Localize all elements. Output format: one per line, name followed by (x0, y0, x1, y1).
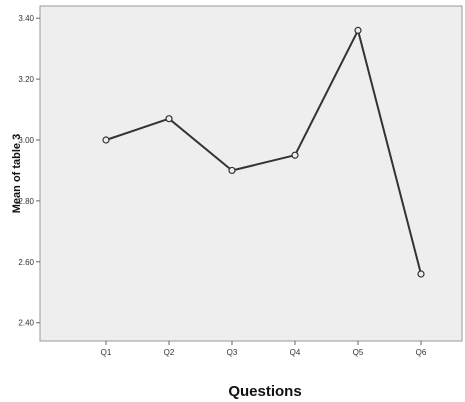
data-point (291, 151, 299, 159)
x-axis-title: Questions (228, 383, 301, 400)
y-tick-label: 2.60 (18, 258, 34, 267)
plot-area (39, 5, 463, 342)
data-point (102, 136, 110, 144)
x-tick-label: Q4 (290, 348, 301, 357)
y-axis-title: Mean of table 3 (11, 134, 23, 213)
data-point (165, 115, 173, 123)
data-point (228, 166, 236, 175)
x-tick-label: Q1 (101, 348, 112, 357)
y-axis-ticks: 2.40 2.60 2.80 3.00 3.20 3.40 (18, 14, 40, 328)
x-axis-ticks: Q1 Q2 Q3 Q4 Q5 Q6 (101, 341, 427, 357)
series-group (102, 26, 425, 278)
y-tick-label: 3.40 (18, 14, 34, 23)
y-tick-label: 3.20 (18, 75, 34, 84)
series-line (105, 29, 422, 275)
y-tick-label: 2.80 (18, 197, 34, 206)
data-point (354, 26, 362, 34)
y-tick-label: 3.00 (18, 136, 34, 145)
data-point (417, 270, 425, 278)
x-tick-label: Q3 (227, 348, 238, 357)
x-tick-label: Q2 (164, 348, 175, 357)
y-tick-label: 2.40 (18, 319, 34, 328)
x-tick-label: Q6 (416, 348, 427, 357)
x-tick-label: Q5 (353, 348, 364, 357)
